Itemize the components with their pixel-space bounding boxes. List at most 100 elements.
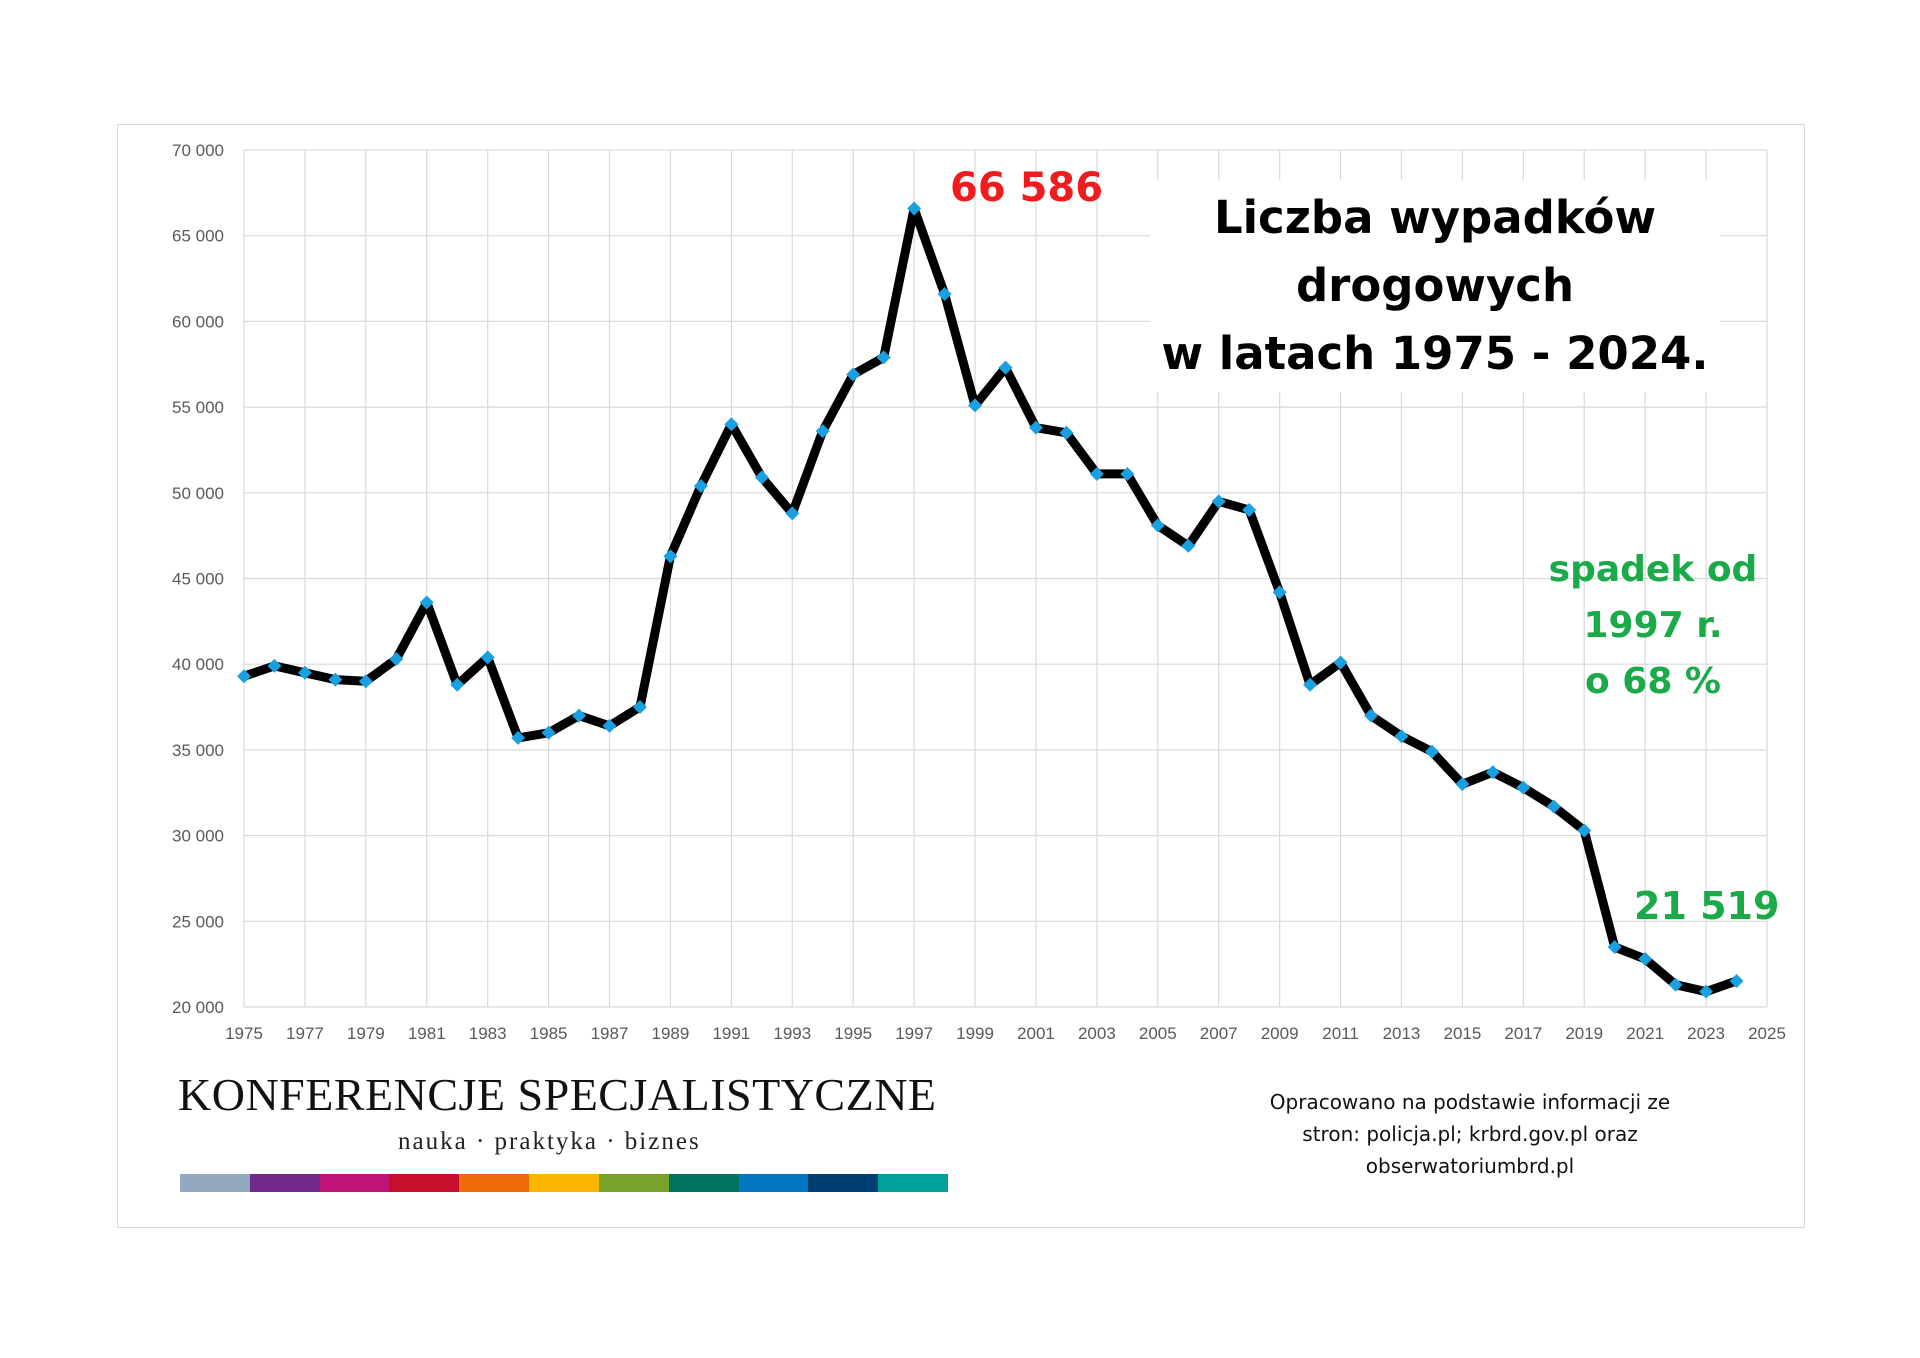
y-tick-label: 70 000: [172, 141, 224, 160]
drop-annotation: spadek od 1997 r. o 68 %: [1548, 542, 1758, 710]
x-tick-label: 2003: [1078, 1024, 1116, 1043]
data-point: [1364, 708, 1379, 723]
source-note: Opracowano na podstawie informacji ze st…: [1240, 1086, 1700, 1182]
x-tick-label: 1987: [591, 1024, 629, 1043]
data-point: [632, 700, 647, 715]
x-tick-label: 2013: [1383, 1024, 1421, 1043]
data-point: [1607, 940, 1622, 955]
x-tick-label: 2009: [1261, 1024, 1299, 1043]
data-point: [1028, 420, 1043, 435]
data-point: [693, 478, 708, 493]
data-point: [968, 398, 983, 413]
data-point: [1089, 466, 1104, 481]
x-tick-label: 1979: [347, 1024, 385, 1043]
color-swatch: [319, 1174, 390, 1192]
drop-annotation-line: o 68 %: [1585, 661, 1721, 702]
data-point: [237, 669, 251, 684]
data-point: [450, 677, 465, 692]
chart-frame: [117, 124, 1805, 1228]
y-tick-label: 20 000: [172, 998, 224, 1017]
data-point: [1394, 729, 1409, 744]
data-point: [511, 730, 526, 745]
logo-title: KONFERENCJE SPECJALISTYCZNE: [178, 1069, 937, 1120]
data-point: [1211, 494, 1226, 509]
data-point: [1333, 655, 1348, 670]
x-tick-label: 1985: [530, 1024, 568, 1043]
peak-value-label: 66 586: [950, 165, 1104, 211]
data-point: [937, 286, 952, 301]
color-swatch: [389, 1174, 460, 1192]
drop-annotation-line: spadek od: [1548, 549, 1758, 590]
x-tick-label: 2025: [1748, 1024, 1786, 1043]
data-point: [1303, 677, 1318, 692]
x-tick-label: 1999: [956, 1024, 994, 1043]
data-point: [846, 367, 861, 382]
data-point: [1516, 780, 1531, 795]
drop-annotation-line: 1997 r.: [1583, 605, 1723, 646]
data-point: [1546, 799, 1561, 814]
x-tick-label: 1981: [408, 1024, 446, 1043]
y-tick-label: 25 000: [172, 912, 224, 931]
series-lines: [239, 204, 1741, 997]
chart-title-line: Liczba wypadków: [1213, 191, 1657, 244]
data-point: [572, 708, 587, 723]
series-line: [239, 204, 1741, 997]
color-swatch: [459, 1174, 530, 1192]
data-point: [1577, 823, 1592, 838]
data-point: [1120, 466, 1135, 481]
chart-title: Liczba wypadków drogowych w latach 1975 …: [1150, 180, 1720, 392]
x-tick-label: 2011: [1322, 1024, 1359, 1043]
data-point: [1729, 973, 1744, 988]
data-point: [267, 658, 282, 673]
data-point: [1638, 952, 1653, 967]
x-tick-label: 1975: [225, 1024, 263, 1043]
x-tick-label: 1995: [834, 1024, 872, 1043]
data-point: [389, 652, 404, 667]
data-point: [876, 350, 891, 365]
source-line: obserwatoriumbrd.pl: [1365, 1154, 1575, 1178]
color-swatch: [180, 1174, 250, 1192]
y-tick-label: 30 000: [172, 827, 224, 846]
color-swatch: [878, 1174, 948, 1192]
x-tick-label: 1993: [773, 1024, 811, 1043]
color-swatch: [249, 1174, 320, 1192]
data-point: [998, 360, 1013, 375]
data-point: [1485, 765, 1500, 780]
logo-subtitle: nauka · praktyka · biznes: [398, 1128, 701, 1155]
y-tick-label: 60 000: [172, 312, 224, 331]
color-swatch: [668, 1174, 739, 1192]
x-tick-label: 2017: [1504, 1024, 1542, 1043]
data-point: [297, 665, 312, 680]
y-tick-label: 40 000: [172, 655, 224, 674]
y-tick-label: 50 000: [172, 484, 224, 503]
data-point: [480, 650, 495, 665]
data-point: [815, 424, 830, 439]
data-points: [237, 201, 1744, 999]
data-point: [663, 549, 678, 564]
data-point: [1059, 425, 1074, 440]
x-tick-label: 2015: [1443, 1024, 1481, 1043]
x-tick-label: 2005: [1139, 1024, 1177, 1043]
data-point: [785, 506, 800, 521]
chart-title-line: w latach 1975 - 2024.: [1161, 327, 1709, 380]
data-point: [419, 595, 434, 610]
data-point: [1181, 538, 1196, 553]
y-tick-label: 45 000: [172, 570, 224, 589]
y-tick-label: 55 000: [172, 398, 224, 417]
data-point: [1424, 744, 1439, 759]
x-axis-ticks: 1975 1977 1979 1981 1983 1985 1987 1989 1991 1993…: [225, 1024, 1786, 1043]
data-point: [328, 672, 343, 687]
data-point: [1272, 585, 1287, 600]
data-point: [541, 725, 556, 740]
source-line: Opracowano na podstawie informacji ze: [1269, 1090, 1671, 1114]
x-tick-label: 1989: [652, 1024, 690, 1043]
data-point: [602, 718, 617, 733]
data-point: [358, 674, 373, 689]
x-tick-label: 2023: [1687, 1024, 1725, 1043]
logo-color-bar: [180, 1174, 948, 1192]
data-point: [754, 470, 769, 485]
data-point: [1150, 518, 1165, 533]
chart-title-line: drogowych: [1295, 259, 1575, 312]
y-tick-label: 35 000: [172, 741, 224, 760]
data-point: [907, 201, 922, 216]
